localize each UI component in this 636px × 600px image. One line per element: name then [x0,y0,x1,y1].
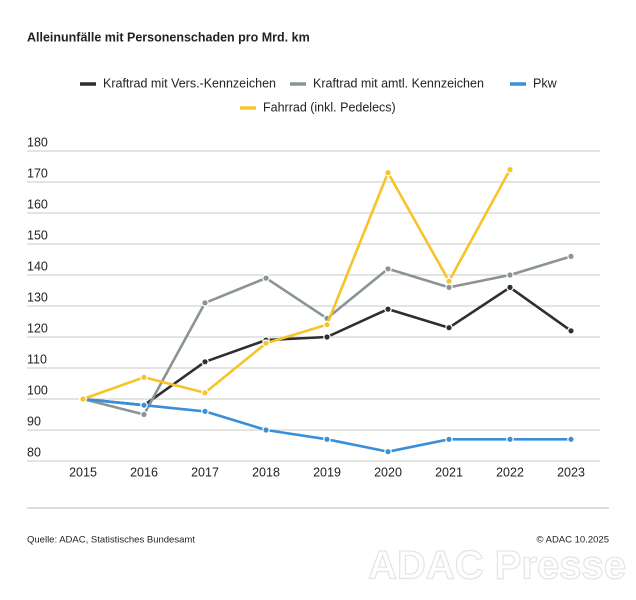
point [384,264,392,273]
point [201,357,209,366]
point [201,388,209,397]
point [79,395,87,403]
legend-label: Kraftrad mit Vers.-Kennzeichen [103,76,276,90]
point [567,435,575,444]
point [323,435,331,444]
point [384,168,392,177]
y-tick-label: 160 [27,197,48,211]
point [201,407,209,416]
point [567,252,575,261]
point [201,299,209,307]
point [506,271,514,279]
y-tick-label: 140 [27,259,48,273]
y-tick-label: 90 [27,414,41,428]
x-tick-label: 2016 [130,465,158,479]
legend-label: Fahrrad (inkl. Pedelecs) [263,100,396,114]
point [140,373,148,382]
source: Quelle: ADAC, Statistisches Bundesamt [27,535,195,546]
copyright: © ADAC 10.2025 [537,535,610,546]
x-tick-label: 2023 [557,465,585,479]
chart-title: Alleinunfälle mit Personenschaden pro Mr… [27,30,310,44]
point [445,323,453,332]
point [445,277,453,286]
x-tick-label: 2017 [191,465,219,479]
series-line [82,168,512,401]
x-tick-label: 2020 [374,465,402,479]
x-tick-label: 2021 [435,465,463,479]
point [262,426,270,434]
legend-label: Pkw [533,76,558,90]
point [384,447,392,456]
x-tick-label: 2018 [252,465,280,479]
point [445,283,453,292]
y-tick-label: 80 [27,445,41,459]
y-tick-label: 120 [27,321,48,335]
x-tick-label: 2019 [313,465,341,479]
point [262,339,270,348]
x-tick-label: 2015 [69,465,97,479]
watermark: ADAC Presse [368,544,626,588]
y-tick-label: 130 [27,290,48,304]
y-tick-label: 180 [27,135,48,149]
series-line [82,286,572,407]
point [323,320,331,329]
y-tick-label: 150 [27,228,48,242]
point [384,305,392,313]
point [567,326,575,335]
point [506,165,514,174]
y-tick-label: 110 [27,352,47,366]
series-line [82,397,571,453]
point [445,435,453,444]
point [506,435,514,444]
legend-label: Kraftrad mit amtl. Kennzeichen [313,76,484,90]
point [140,401,148,410]
y-tick-label: 170 [27,166,48,180]
x-tick-label: 2022 [496,465,524,479]
y-tick-label: 100 [27,383,48,397]
point [140,410,148,419]
point [262,274,270,282]
point [506,283,514,292]
point [323,333,331,341]
